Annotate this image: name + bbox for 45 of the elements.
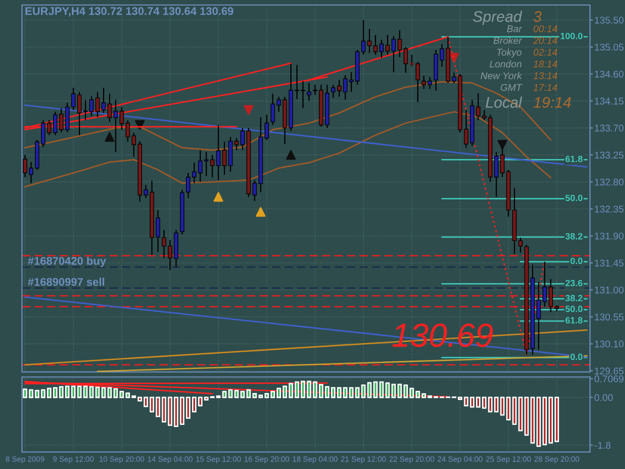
- y-tick-label: 131.00: [594, 286, 624, 294]
- annotation: New York: [480, 72, 522, 80]
- annotation: Spread: [473, 10, 522, 25]
- y-tick-label: 135.05: [594, 44, 624, 51]
- y-tick-label: 130.10: [594, 340, 624, 348]
- annotation: 17:14: [533, 84, 558, 91]
- y-tick-label: 134.60: [594, 70, 624, 78]
- y-tick-label: 133.70: [594, 124, 624, 132]
- series-label: 38.2: [565, 294, 582, 302]
- annotation: 3: [534, 11, 542, 22]
- annotation: 19:14: [534, 97, 571, 108]
- annotation: Broker: [494, 36, 522, 44]
- series-label: 100.0: [560, 32, 582, 40]
- y-tick-label: 129.65: [594, 368, 624, 374]
- annotation: 18:14: [533, 60, 558, 68]
- ref-line-label: #16870420 buy: [28, 256, 106, 268]
- annotation: 20:14: [533, 37, 558, 44]
- y-tick-label: 131.90: [594, 232, 624, 240]
- y-tick-label: 132.35: [594, 206, 624, 213]
- annotation: GMT: [500, 84, 522, 91]
- annotation: London: [490, 60, 522, 68]
- series-label: 61.8: [566, 317, 582, 324]
- annotation: 00:14: [534, 25, 558, 32]
- y-tick-label: -1.8: [594, 442, 610, 449]
- series-label: 50.0: [565, 194, 582, 202]
- y-tick-label: 0.7069: [594, 375, 624, 382]
- ref-line-label: #16890997 sell: [28, 278, 104, 286]
- y-tick-label: 132.80: [594, 178, 624, 186]
- series-label: 61.8: [566, 156, 582, 162]
- annotation: Tokyo: [497, 48, 522, 58]
- annotation: 02:14: [534, 48, 558, 56]
- series-label: 50.0: [565, 306, 582, 312]
- y-tick-label: 135.50: [594, 16, 624, 24]
- annotation: 13:14: [533, 72, 558, 80]
- annotation: Bar: [507, 25, 522, 32]
- y-tick-label: 130.55: [594, 314, 624, 320]
- y-tick-label: 133.25: [594, 152, 624, 159]
- series-label: 0.0: [570, 354, 582, 360]
- series-label: 0.0: [570, 258, 582, 264]
- y-tick-label: 131.45: [594, 260, 624, 266]
- series-label: 23.6: [565, 280, 582, 286]
- chart-title: EURJPY,H4 130.72 130.74 130.64 130.69: [26, 7, 234, 17]
- y-tick-label: 0.00: [594, 394, 613, 402]
- series-label: 38.2: [565, 233, 582, 240]
- y-tick-label: 134.15: [594, 98, 624, 105]
